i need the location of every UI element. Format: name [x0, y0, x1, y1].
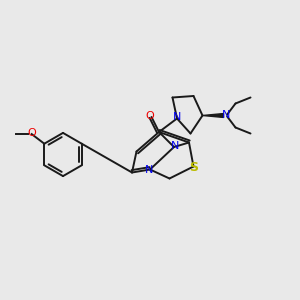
Text: N: N: [170, 141, 179, 152]
Text: S: S: [190, 160, 199, 174]
Text: O: O: [146, 110, 154, 121]
Text: N: N: [173, 112, 181, 122]
Polygon shape: [202, 113, 224, 117]
Text: N: N: [222, 110, 231, 121]
Text: O: O: [28, 128, 36, 138]
Text: N: N: [145, 165, 154, 175]
